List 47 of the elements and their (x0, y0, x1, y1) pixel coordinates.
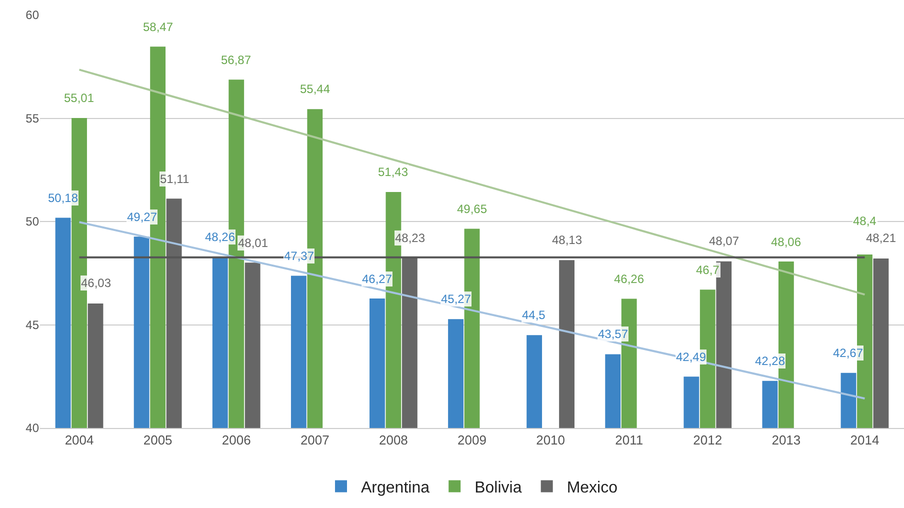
y-tick-label: 45 (26, 318, 40, 332)
x-tick-label: 2005 (143, 432, 172, 448)
legend-label: Bolivia (474, 479, 522, 496)
legend-label: Mexico (566, 479, 618, 496)
data-label: 48,26 (205, 230, 236, 244)
x-tick-label: 2014 (850, 432, 880, 448)
data-label: 47,37 (284, 249, 314, 263)
data-label: 58,47 (143, 20, 174, 34)
data-label: 42,28 (755, 354, 786, 368)
data-label: 43,57 (598, 327, 628, 341)
data-label: 42,49 (676, 350, 706, 364)
y-tick-label: 40 (26, 421, 40, 436)
data-label: 51,43 (378, 165, 408, 179)
x-tick-label: 2010 (536, 432, 566, 448)
data-label: 46,03 (81, 276, 112, 290)
y-tick-label: 55 (26, 111, 40, 126)
data-label: 49,65 (457, 202, 488, 216)
x-tick-label: 2013 (772, 432, 801, 448)
y-tick-label: 50 (26, 214, 40, 229)
x-tick-label: 2007 (300, 432, 330, 448)
data-label: 44,5 (522, 308, 546, 322)
data-label: 42,67 (833, 346, 864, 360)
data-label: 48,4 (853, 214, 877, 228)
x-tick-label: 2004 (64, 432, 94, 448)
data-label: 49,27 (127, 210, 158, 224)
data-label: 51,11 (160, 172, 190, 186)
data-label: 48,23 (395, 231, 426, 245)
data-label: 46,27 (362, 272, 392, 286)
data-label: 48,21 (866, 231, 896, 245)
data-label: 48,01 (238, 236, 268, 250)
x-tick-label: 2006 (222, 432, 251, 448)
legend-label: Argentina (361, 479, 430, 496)
x-tick-label: 2009 (458, 432, 486, 448)
y-tick-label: 60 (26, 8, 40, 22)
data-label: 48,06 (771, 235, 802, 249)
data-label: 48,13 (552, 233, 582, 247)
data-label: 56,87 (221, 53, 252, 67)
x-tick-label: 2012 (693, 432, 722, 448)
x-tick-label: 2008 (378, 432, 408, 448)
data-label: 45,27 (441, 292, 472, 306)
x-tick-label: 2011 (615, 432, 644, 448)
data-label: 55,44 (300, 82, 330, 96)
data-label: 46,7 (696, 263, 720, 277)
data-label: 50,18 (48, 191, 78, 205)
data-label: 55,01 (64, 91, 94, 105)
data-label: 46,26 (614, 272, 644, 286)
data-label: 48,07 (709, 234, 740, 248)
